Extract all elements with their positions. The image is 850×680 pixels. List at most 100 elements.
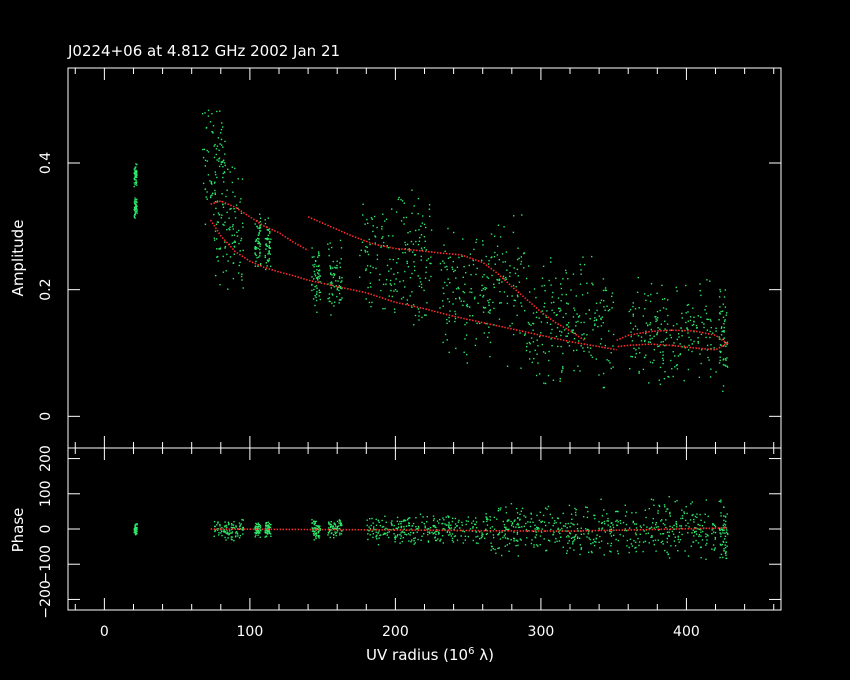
uv-data-point xyxy=(644,340,646,343)
uv-data-point xyxy=(548,350,550,353)
uv-data-point xyxy=(626,529,628,532)
uv-data-point xyxy=(311,289,313,292)
uv-data-point xyxy=(704,309,706,311)
uv-data-point xyxy=(694,527,696,529)
uv-data-point xyxy=(209,180,211,182)
uv-data-point xyxy=(329,242,331,244)
uv-data-point xyxy=(719,359,721,362)
uv-data-point xyxy=(231,531,234,533)
uv-data-point xyxy=(701,539,704,541)
uv-data-point xyxy=(709,330,711,333)
uv-data-point xyxy=(201,113,204,115)
uv-data-point xyxy=(134,184,136,186)
uv-data-point xyxy=(338,276,341,278)
uv-data-point xyxy=(686,304,689,306)
uv-data-point xyxy=(693,316,695,318)
uv-data-point xyxy=(698,535,700,538)
uv-data-point xyxy=(475,536,477,538)
uv-data-point xyxy=(415,240,417,243)
uv-data-point xyxy=(587,510,589,513)
uv-data-point xyxy=(499,302,501,304)
uv-data-point xyxy=(639,533,641,535)
uv-data-point xyxy=(609,532,611,535)
uv-data-point xyxy=(492,301,494,304)
uv-data-point xyxy=(687,332,689,334)
uv-data-point xyxy=(222,255,224,258)
uv-data-point xyxy=(557,345,559,348)
uv-data-point xyxy=(549,513,551,516)
uv-data-point xyxy=(662,359,664,361)
uv-data-point xyxy=(632,313,634,315)
uv-data-point xyxy=(400,523,402,525)
uv-data-point xyxy=(679,354,681,356)
uv-data-point xyxy=(571,331,574,333)
uv-data-point xyxy=(319,298,321,301)
uv-data-point xyxy=(683,512,686,515)
uv-data-point xyxy=(633,540,635,542)
uv-data-point xyxy=(260,530,262,532)
uv-data-point xyxy=(377,532,379,534)
uv-data-point xyxy=(680,525,683,527)
uv-data-point xyxy=(411,539,413,541)
uv-data-point xyxy=(379,273,381,276)
uv-data-point xyxy=(267,229,270,231)
phase-model-curves xyxy=(210,527,728,532)
uv-data-point xyxy=(603,300,605,302)
uv-data-point xyxy=(238,522,241,524)
uv-data-point xyxy=(562,352,564,355)
uv-data-point xyxy=(264,536,266,538)
uv-data-point xyxy=(700,316,702,318)
uv-data-point xyxy=(674,501,676,503)
uv-data-point xyxy=(687,555,690,557)
uv-data-point xyxy=(479,538,481,540)
uv-data-point xyxy=(318,277,320,279)
uv-data-point xyxy=(587,346,589,349)
uv-data-point xyxy=(688,526,690,528)
uv-data-point xyxy=(442,542,444,544)
uv-data-point xyxy=(535,531,537,533)
uv-data-point xyxy=(484,537,486,540)
uv-data-point xyxy=(580,269,582,271)
uv-data-point xyxy=(634,547,636,549)
uv-data-point xyxy=(366,218,368,221)
uv-data-point xyxy=(487,311,490,313)
uv-data-point xyxy=(421,222,423,224)
uv-data-point xyxy=(511,523,513,525)
uv-data-point xyxy=(399,537,402,540)
uv-data-point xyxy=(603,554,605,556)
uv-data-point xyxy=(240,239,242,242)
uv-data-point xyxy=(724,544,726,546)
uv-data-point xyxy=(606,305,608,307)
uv-data-point xyxy=(722,330,724,332)
uv-data-point xyxy=(391,524,393,526)
uv-data-point xyxy=(593,540,596,543)
uv-data-point xyxy=(608,530,611,532)
uv-data-point xyxy=(332,525,334,527)
uv-data-point xyxy=(685,312,687,314)
uv-data-point xyxy=(615,538,617,541)
uv-data-point xyxy=(268,259,270,262)
uv-data-point xyxy=(537,545,539,547)
uv-data-point xyxy=(719,338,721,340)
uv-data-point xyxy=(333,522,335,524)
uv-data-point xyxy=(579,283,582,285)
uv-data-point xyxy=(572,543,574,545)
uv-data-point xyxy=(726,357,728,359)
uv-data-point xyxy=(560,345,562,348)
uv-data-point xyxy=(601,527,604,529)
uv-data-point xyxy=(333,286,336,288)
uv-data-point xyxy=(565,523,567,525)
uv-data-point xyxy=(491,546,493,548)
uv-data-point xyxy=(693,535,695,537)
uv-data-point xyxy=(664,339,667,341)
uv-data-point xyxy=(414,254,417,256)
uv-data-point xyxy=(227,260,229,262)
uv-data-point xyxy=(509,275,511,277)
uv-data-point xyxy=(267,238,269,240)
uv-data-point xyxy=(222,160,224,162)
uv-data-point xyxy=(517,544,519,547)
uv-data-point xyxy=(437,531,440,533)
uv-data-point xyxy=(678,336,680,338)
uv-data-point xyxy=(473,248,475,251)
uv-data-point xyxy=(554,520,556,522)
